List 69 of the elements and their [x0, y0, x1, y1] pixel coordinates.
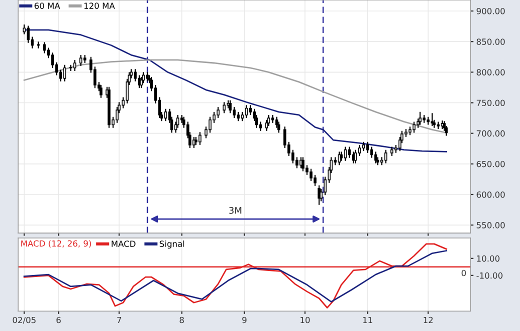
candlestick — [358, 144, 361, 157]
x-tick-label: 7 — [117, 316, 122, 324]
x-tick-label: 11 — [363, 316, 372, 324]
candlestick — [146, 72, 149, 82]
legend-title: MACD (12, 26, 9) — [21, 240, 91, 248]
line-series — [24, 250, 448, 302]
x-tick-label: 12 — [424, 316, 433, 324]
y-tick-label: -10.00 — [476, 272, 502, 279]
candlestick — [412, 121, 416, 134]
candlestick — [354, 149, 357, 164]
candlestick — [236, 111, 240, 122]
annotation: 3M — [229, 206, 242, 214]
candlestick — [69, 64, 72, 72]
candlestick — [265, 119, 268, 132]
candlestick — [340, 151, 343, 162]
candlestick — [51, 52, 54, 68]
y-tick-label: 550.00 — [476, 222, 505, 228]
candlestick — [134, 68, 137, 82]
candlestick — [267, 114, 270, 127]
candlestick — [362, 141, 365, 152]
y-tick-label: 850.00 — [476, 38, 505, 45]
line-series — [24, 59, 448, 134]
legend-label: 120 MA — [84, 2, 115, 9]
x-tick-label: 10 — [300, 316, 310, 324]
y-tick-label: 10.00 — [477, 255, 500, 262]
candlestick — [198, 132, 202, 146]
candlestick — [249, 104, 252, 116]
candlestick — [295, 156, 298, 169]
ref-line-label: 0 — [462, 270, 466, 276]
candlestick — [164, 108, 168, 122]
candlestick — [100, 84, 102, 98]
y-tick-label: 900.00 — [476, 8, 505, 14]
x-tick-label: 9 — [242, 316, 246, 324]
candlestick — [418, 111, 422, 126]
legend-label: Signal — [160, 240, 184, 249]
candlestick — [216, 106, 220, 119]
y-tick-label: 750.00 — [476, 100, 505, 106]
legend-label: MACD — [112, 240, 136, 247]
candlestick — [116, 106, 119, 124]
candlestick — [259, 121, 262, 132]
candlestick — [240, 111, 244, 122]
candlestick — [348, 146, 351, 158]
candlestick — [73, 59, 76, 72]
y-tick-label: 700.00 — [476, 130, 505, 137]
candlestick — [63, 64, 66, 82]
candlestick — [79, 54, 82, 67]
candlestick — [314, 174, 317, 186]
y-tick-label: 600.00 — [476, 191, 505, 198]
x-tick-label: 8 — [180, 316, 184, 324]
y-tick-label: 800.00 — [476, 69, 505, 76]
candlestick — [302, 156, 304, 172]
candlestick — [366, 141, 370, 154]
candlestick — [436, 121, 440, 130]
candlestick — [390, 146, 394, 157]
candlestick — [208, 116, 212, 134]
line-series — [24, 29, 448, 152]
candlestick — [43, 42, 46, 54]
candlestick — [232, 106, 236, 119]
x-tick-label: 6 — [56, 316, 61, 324]
candlestick — [310, 168, 312, 182]
candlestick — [142, 72, 145, 84]
candlestick — [370, 146, 374, 158]
candlestick — [244, 104, 248, 119]
candlestick — [26, 25, 30, 44]
legend-label: 60 MA — [34, 2, 60, 9]
y-tick-label: 650.00 — [476, 160, 505, 168]
candlestick — [344, 146, 347, 162]
x-tick-label: 02/05 — [12, 316, 36, 324]
candlestick — [444, 125, 448, 136]
